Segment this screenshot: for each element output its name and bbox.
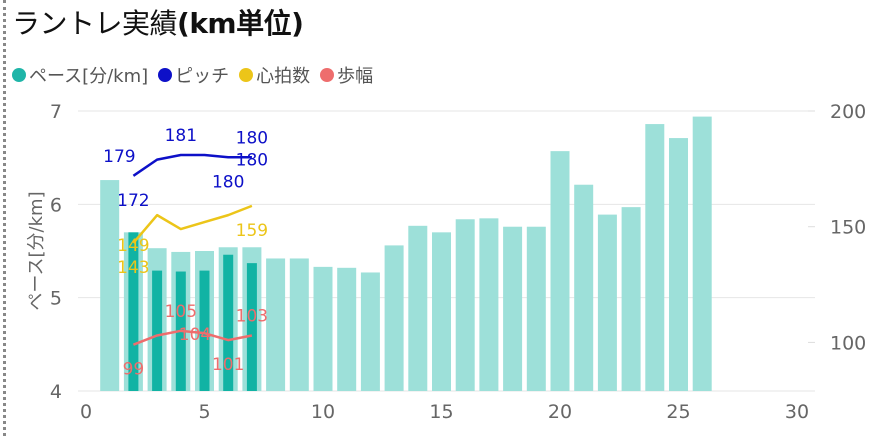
legend-item-heart-rate[interactable]: 心拍数 — [239, 62, 310, 88]
pace-bar — [455, 219, 475, 391]
pace-highlight-bar — [128, 232, 139, 391]
pace-bar — [692, 116, 712, 391]
legend-label: ペース[分/km] — [29, 66, 149, 87]
pace-highlight-bar — [152, 270, 163, 391]
data-label: 179 — [103, 147, 135, 167]
pace-bar — [360, 272, 380, 391]
y-tick-label: 4 — [50, 381, 62, 403]
data-label: 143 — [117, 258, 149, 278]
pace-bar — [289, 258, 309, 391]
data-label: 180 — [236, 150, 268, 170]
y-tick-label: 7 — [50, 101, 62, 123]
title-unit: (km単位) — [177, 7, 304, 40]
data-label: 181 — [165, 126, 197, 146]
pace-bar — [526, 226, 546, 391]
data-label: 159 — [236, 221, 268, 241]
pace-bar — [384, 245, 404, 391]
legend-dot-icon — [158, 68, 173, 82]
pace-bar — [645, 124, 665, 392]
data-label: 105 — [165, 302, 197, 322]
line-series — [132, 204, 253, 244]
pace-bar — [621, 207, 641, 391]
x-tick-label: 20 — [548, 401, 572, 423]
pace-bar — [432, 232, 451, 391]
pace-bar — [669, 138, 688, 391]
data-label: 103 — [236, 306, 268, 326]
pace-bar — [100, 180, 120, 391]
y-tick-label: 5 — [50, 288, 62, 310]
visual-border — [3, 0, 6, 436]
pace-bar — [337, 267, 357, 391]
pace-highlight-bar — [246, 263, 257, 391]
x-tick-label: 5 — [198, 401, 210, 423]
pace-highlight-bar — [223, 254, 234, 391]
x-tick-label: 25 — [666, 401, 690, 423]
pace-bar — [313, 266, 333, 391]
data-label: 101 — [212, 355, 244, 375]
legend-item-stride[interactable]: 歩幅 — [320, 62, 373, 88]
y2-tick-label: 200 — [830, 101, 866, 123]
y-tick-label: 6 — [50, 194, 62, 216]
y-axis-title: ペース[分/km] — [26, 191, 47, 310]
legend-label: 歩幅 — [337, 66, 374, 87]
pace-highlight-bar — [199, 270, 210, 391]
legend-item-pitch[interactable]: ピッチ — [158, 62, 229, 88]
legend-dot-icon — [12, 68, 26, 82]
pace-bar — [597, 214, 617, 391]
legend-label: 心拍数 — [256, 66, 311, 87]
x-tick-label: 0 — [80, 401, 92, 423]
title-main: ラントレ実績 — [12, 7, 178, 40]
pace-bar — [503, 226, 523, 391]
legend-dot-icon — [239, 68, 254, 82]
pace-bar — [550, 151, 570, 391]
legend-label: ピッチ — [175, 66, 230, 87]
chart-title: ラントレ実績(km単位) — [12, 2, 304, 42]
data-label: 180 — [236, 128, 268, 148]
legend: ペース[分/km] ピッチ 心拍数 歩幅 — [12, 62, 373, 88]
data-label: 172 — [117, 191, 149, 211]
y2-tick-label: 150 — [830, 217, 866, 239]
pace-bar — [574, 184, 594, 391]
pace-bar — [479, 218, 499, 391]
data-label: 99 — [123, 360, 145, 380]
data-label: 104 — [179, 325, 211, 345]
line-series — [132, 329, 253, 346]
x-tick-label: 10 — [311, 401, 335, 423]
data-label: 180 — [212, 172, 244, 192]
legend-dot-icon — [320, 68, 335, 82]
pace-bar — [408, 225, 428, 391]
x-tick-label: 15 — [429, 401, 453, 423]
pace-bar — [266, 258, 286, 391]
line-series — [132, 153, 252, 177]
y2-tick-label: 100 — [830, 332, 866, 354]
data-label: 149 — [117, 236, 149, 256]
legend-item-pace[interactable]: ペース[分/km] — [12, 62, 148, 88]
x-tick-label: 30 — [785, 401, 809, 423]
